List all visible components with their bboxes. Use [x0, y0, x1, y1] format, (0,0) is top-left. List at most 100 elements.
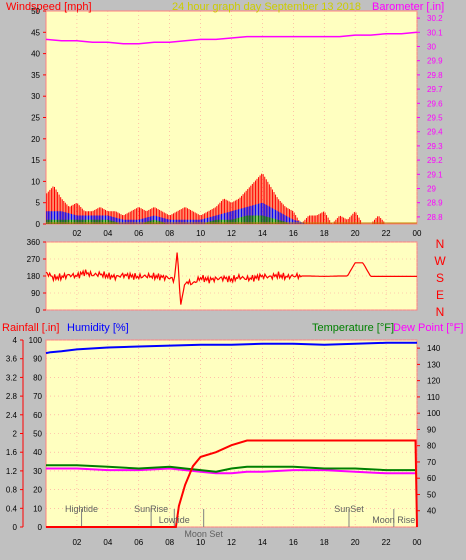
rain-x-tick-label: 06 [134, 538, 143, 547]
rain-y-tick-label: 4 [13, 336, 18, 345]
wind-x-tick-label: 02 [72, 229, 81, 238]
humidity-axis-title: Humidity [%] [67, 322, 129, 334]
rain-x-tick-label: 02 [72, 538, 81, 547]
compass-label: N [436, 237, 445, 251]
humidity-y-tick-label: 20 [33, 486, 42, 495]
barometer-y-tick-label: 29.7 [427, 85, 443, 94]
event-label: SunRise [134, 504, 168, 514]
barometer-y-tick-label: 29.9 [427, 57, 443, 66]
temperature-y-tick-label: 100 [427, 409, 441, 418]
direction-line [45, 252, 417, 305]
wind-x-tick-label: 00 [413, 229, 422, 238]
event-label: Lowtide [159, 515, 190, 525]
rain-x-tick-label: 16 [289, 538, 298, 547]
compass-label: E [436, 288, 444, 302]
temperature-y-tick-label: 50 [427, 490, 436, 499]
rain-x-tick-label: 10 [196, 538, 205, 547]
barometer-y-tick-label: 29.6 [427, 99, 443, 108]
wind-x-tick-label: 14 [258, 229, 267, 238]
rainfall-axis-title: Rainfall [.in] [2, 322, 59, 334]
direction-panel-plot-area [45, 241, 418, 311]
barometer-y-tick-label: 28.9 [427, 199, 443, 208]
axes-layer: 02 04 06 08 10 12 14 16 18 20 22 000510152025303540… [6, 7, 446, 547]
humidity-y-tick-label: 80 [33, 373, 42, 382]
rain-x-tick-label: 22 [382, 538, 391, 547]
wind-y-tick-label: 15 [31, 156, 40, 165]
humidity-y-tick-label: 30 [33, 467, 42, 476]
wind-y-tick-label: 20 [31, 135, 40, 144]
marks-layer [45, 31, 418, 528]
temperature-y-tick-label: 90 [427, 425, 436, 434]
direction-y-tick-label: 270 [27, 255, 41, 264]
rain-x-tick-label: 00 [413, 538, 422, 547]
temperature-y-tick-label: 140 [427, 344, 441, 353]
temperature-axis-title: Temperature [°F] [312, 322, 394, 334]
humidity-y-tick-label: 0 [38, 523, 43, 532]
event-label: Moon Set [184, 529, 223, 539]
wind-panel-plot-area [45, 10, 418, 225]
humidity-y-tick-label: 90 [33, 355, 42, 364]
dewpoint-line [46, 467, 417, 475]
temperature-y-tick-label: 120 [427, 377, 441, 386]
wind-x-tick-label: 22 [382, 229, 391, 238]
barometer-y-tick-label: 28.8 [427, 213, 443, 222]
humidity-y-tick-label: 10 [33, 504, 42, 513]
direction-y-tick-label: 180 [27, 272, 41, 281]
humidity-y-tick-label: 70 [33, 392, 42, 401]
wind-axis-title: Windspeed [mph] [6, 1, 92, 13]
rain-y-tick-label: 2.4 [6, 411, 18, 420]
event-label: SunSet [334, 504, 364, 514]
event-label: Moon Rise [372, 515, 415, 525]
wind-x-tick-label: 16 [289, 229, 298, 238]
direction-y-tick-label: 360 [27, 238, 41, 247]
rain-x-tick-label: 14 [258, 538, 267, 547]
wind-x-tick-label: 18 [320, 229, 329, 238]
wind-y-tick-label: 30 [31, 92, 40, 101]
rain-y-tick-label: 0 [13, 523, 18, 532]
humidity-line [45, 341, 417, 355]
rain-y-tick-label: 2 [13, 430, 18, 439]
rain-x-tick-label: 20 [351, 538, 360, 547]
rain-y-tick-label: 0.8 [6, 486, 18, 495]
rain-y-tick-label: 0.4 [6, 504, 18, 513]
barometer-y-tick-label: 29.4 [427, 128, 443, 137]
wind-y-tick-label: 45 [31, 28, 40, 37]
wind-x-tick-label: 10 [196, 229, 205, 238]
direction-y-tick-label: 90 [31, 289, 40, 298]
humidity-y-tick-label: 60 [33, 411, 42, 420]
compass-label: S [436, 271, 444, 285]
compass-label: N [436, 305, 445, 319]
chart-title: 24 hour graph day September 13 2018 [172, 1, 361, 13]
compass-label: W [434, 254, 446, 268]
temperature-y-tick-label: 110 [427, 393, 440, 402]
rain-x-tick-label: 04 [103, 538, 112, 547]
rain-x-tick-label: 08 [165, 538, 174, 547]
wind-y-tick-label: 0 [36, 220, 41, 229]
wind-x-tick-label: 04 [103, 229, 112, 238]
wind-y-tick-label: 50 [31, 7, 40, 16]
wind-x-tick-label: 20 [351, 229, 360, 238]
barometer-y-tick-label: 30.1 [427, 28, 443, 37]
rain-x-tick-label: 12 [227, 538, 236, 547]
temperature-y-tick-label: 40 [427, 507, 436, 516]
wind-y-tick-label: 35 [31, 71, 40, 80]
dewpoint-axis-title: Dew Point [°F] [393, 322, 463, 334]
temperature-line [46, 464, 417, 473]
wind-x-tick-label: 08 [165, 229, 174, 238]
barometer-y-tick-label: 29.2 [427, 156, 443, 165]
temperature-y-tick-label: 80 [427, 442, 436, 451]
humidity-y-tick-label: 40 [33, 448, 42, 457]
temperature-y-tick-label: 130 [427, 360, 441, 369]
wind-y-tick-label: 40 [31, 50, 40, 59]
rain-y-tick-label: 1.2 [6, 467, 18, 476]
barometer-y-tick-label: 30 [427, 43, 436, 52]
rain-x-tick-label: 18 [320, 538, 329, 547]
wind-y-tick-label: 5 [36, 199, 41, 208]
rainfall-line [46, 439, 418, 528]
rain-y-tick-label: 1.6 [6, 448, 18, 457]
temperature-y-tick-label: 70 [427, 458, 436, 467]
barometer-axis-title: Barometer [.in] [372, 1, 444, 13]
barometer-y-tick-label: 30.2 [427, 14, 443, 23]
